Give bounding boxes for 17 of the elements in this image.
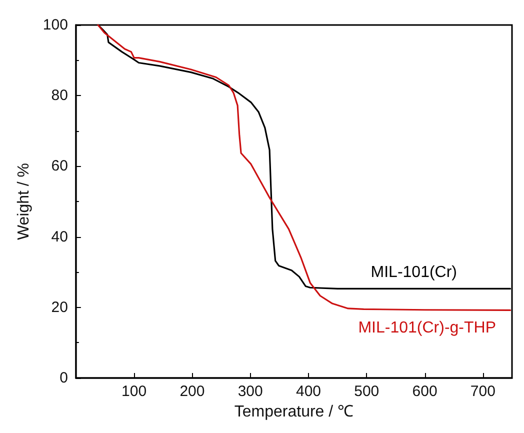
y-tick-label: 60 [51, 158, 68, 175]
x-tick-label: 400 [296, 383, 322, 400]
x-axis-title: Temperature / ℃ [234, 404, 354, 420]
y-tick-label: 40 [51, 228, 68, 246]
y-axis-title: Weight / % [16, 162, 32, 240]
y-tick-label: 20 [51, 298, 68, 316]
x-tick-label: 500 [354, 383, 380, 400]
y-tick-label: 0 [60, 370, 68, 386]
series-label: MIL-101(Cr) [370, 264, 457, 282]
x-tick-label: 100 [122, 383, 147, 400]
x-tick-label: 200 [180, 383, 205, 400]
x-tick-label: 700 [470, 383, 496, 400]
x-tick-label: 600 [412, 383, 438, 400]
y-tick-label: 100 [42, 16, 68, 34]
series-label: MIL-101(Cr)-g-THP [358, 320, 496, 337]
x-tick-label: 300 [238, 383, 263, 400]
y-tick-label: 80 [51, 87, 68, 104]
